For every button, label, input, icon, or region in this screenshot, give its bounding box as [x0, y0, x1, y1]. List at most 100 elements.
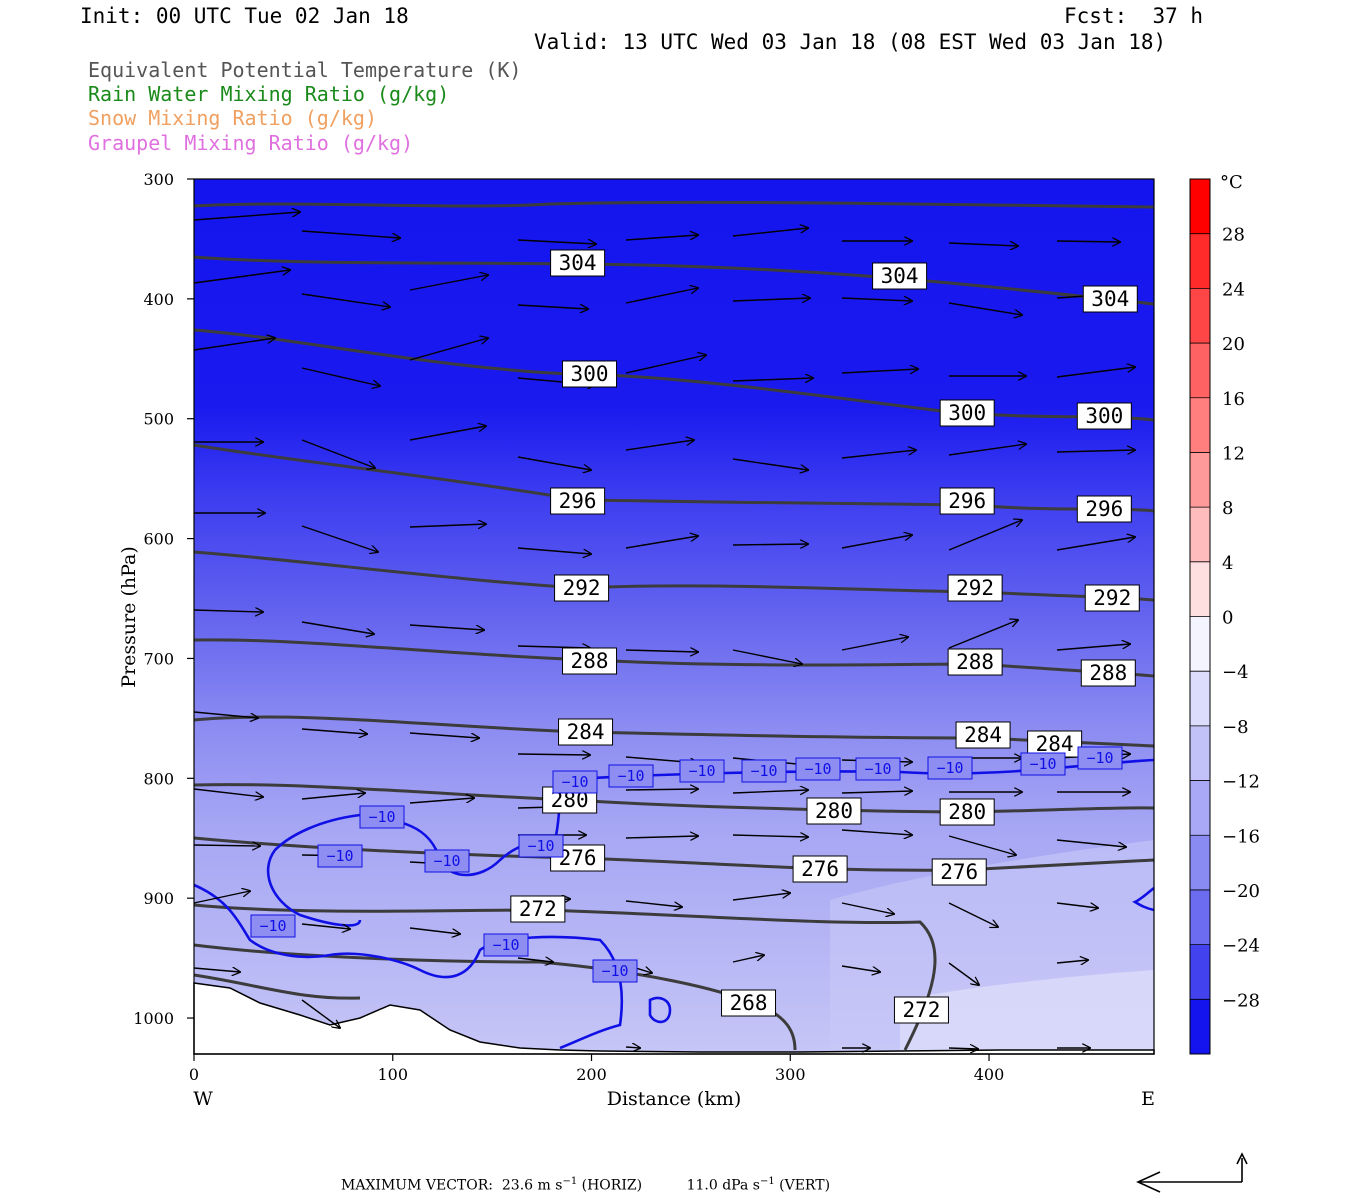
theta-e-label: 292 — [956, 576, 994, 600]
max-vector-text: MAXIMUM VECTOR: 23.6 m s−1 (HORIZ) 11.0 … — [341, 1176, 830, 1194]
theta-e-label-box — [550, 487, 606, 515]
theta-e-label: 296 — [948, 489, 986, 513]
temp-label-box — [359, 805, 405, 829]
theta-e-label-box — [955, 721, 1011, 749]
x-tick-label: 400 — [974, 1065, 1005, 1084]
temp-label: −10 — [804, 760, 831, 778]
theta-e-label-box — [947, 574, 1003, 602]
theta-e-label: 284 — [1036, 732, 1074, 756]
theta-e-label-box — [510, 895, 566, 923]
theta-e-label: 288 — [956, 650, 994, 674]
theta-e-label-box — [939, 798, 995, 826]
colorbar-label: −24 — [1222, 936, 1260, 957]
theta-e-label-box — [562, 360, 618, 388]
temp-label-box — [1020, 752, 1066, 776]
theta-e-label-box — [1076, 402, 1132, 430]
theta-e-label-box — [806, 797, 862, 825]
temp-label: −10 — [561, 773, 588, 791]
east-label: E — [1141, 1088, 1155, 1110]
vert-value: 11.0 dPa s — [686, 1177, 760, 1194]
colorbar-label: −20 — [1222, 881, 1260, 902]
colorbar-band — [1190, 944, 1210, 1000]
colorbar-label: 12 — [1222, 443, 1245, 464]
temp-label: −10 — [368, 808, 395, 826]
colorbar-band — [1190, 507, 1210, 563]
temp-label-box — [795, 757, 841, 781]
legend-rain-water: Rain Water Mixing Ratio (g/kg) — [88, 82, 450, 106]
colorbar-band — [1190, 780, 1210, 836]
forecast-hour: Fcst: 37 h — [1064, 4, 1204, 28]
init-time: Init: 00 UTC Tue 02 Jan 18 — [80, 4, 409, 28]
y-tick-label: 500 — [143, 410, 174, 429]
y-tick-label: 600 — [143, 530, 174, 549]
theta-e-label: 300 — [948, 401, 986, 425]
x-tick-label: 0 — [189, 1065, 199, 1084]
temp-label-box — [1077, 746, 1123, 770]
colorbar-band — [1190, 343, 1210, 399]
theta-e-label-box — [1084, 584, 1140, 612]
x-axis: 0 100 200 300 400 — [189, 1054, 1004, 1084]
temp-label-box — [927, 756, 973, 780]
colorbar-band — [1190, 616, 1210, 672]
y-axis-label: Pressure (hPa) — [118, 546, 140, 688]
temp-label-box — [518, 834, 564, 858]
theta-e-label-box — [893, 996, 949, 1024]
theta-e-label: 296 — [559, 489, 597, 513]
theta-e-label: 276 — [559, 846, 597, 870]
colorbar-band — [1190, 452, 1210, 508]
theta-e-label-box — [562, 647, 618, 675]
x-tick-label: 100 — [377, 1065, 408, 1084]
theta-e-label-box — [947, 648, 1003, 676]
theta-e-label: 280 — [815, 799, 853, 823]
colorbar-band — [1190, 671, 1210, 727]
colorbar-label: 0 — [1222, 608, 1233, 629]
colorbar-band — [1190, 561, 1210, 617]
temp-label: −10 — [617, 767, 644, 785]
theta-e-label: 268 — [730, 991, 768, 1015]
temp-label-box — [741, 759, 787, 783]
colorbar-label: 28 — [1222, 225, 1245, 246]
theta-e-label: 276 — [801, 857, 839, 881]
max-vector-label: MAXIMUM VECTOR: — [341, 1177, 493, 1194]
colorbar-label: −4 — [1222, 662, 1249, 683]
theta-e-label: 288 — [1089, 661, 1127, 685]
legend-theta-e: Equivalent Potential Temperature (K) — [88, 58, 522, 82]
y-tick-label: 800 — [143, 769, 174, 788]
temp-label: −10 — [936, 759, 963, 777]
x-tick-label: 300 — [775, 1065, 806, 1084]
temp-label: −10 — [864, 760, 891, 778]
y-axis: 300 400 500 600 700 800 900 1000 — [133, 170, 194, 1028]
temp-label-box — [552, 770, 598, 794]
colorbar-band — [1190, 233, 1210, 289]
theta-e-label: 276 — [940, 860, 978, 884]
vert-exponent: −1 — [759, 1176, 775, 1187]
temp-label: −10 — [1086, 749, 1113, 767]
colorbar-band — [1190, 835, 1210, 891]
y-tick-label: 900 — [143, 889, 174, 908]
temp-label: −10 — [527, 837, 554, 855]
temp-label-box — [679, 759, 725, 783]
horiz-exponent: −1 — [562, 1176, 578, 1187]
theta-e-label: 304 — [1091, 287, 1129, 311]
theta-e-label: 284 — [567, 720, 605, 744]
temp-label-box — [483, 933, 529, 957]
x-axis-label: Distance (km) — [607, 1088, 742, 1110]
reference-vector-icon — [1136, 1152, 1248, 1193]
temp-label: −10 — [750, 762, 777, 780]
theta-e-label: 300 — [571, 362, 609, 386]
theta-e-label: 296 — [1085, 497, 1123, 521]
theta-e-label-box — [1076, 495, 1132, 523]
y-tick-label: 400 — [143, 290, 174, 309]
temp-label: −10 — [1029, 755, 1056, 773]
theta-e-label-box — [721, 989, 777, 1017]
theta-e-label-box — [792, 855, 848, 883]
theta-e-label: 272 — [519, 897, 557, 921]
wind-vectors — [193, 212, 1135, 1049]
theta-e-label-box — [550, 249, 606, 277]
legend-snow: Snow Mixing Ratio (g/kg) — [88, 106, 377, 130]
theta-e-label: 300 — [1085, 404, 1123, 428]
temp-label-box — [424, 849, 470, 873]
theta-e-label-box — [558, 718, 614, 746]
theta-e-label: 272 — [902, 998, 940, 1022]
